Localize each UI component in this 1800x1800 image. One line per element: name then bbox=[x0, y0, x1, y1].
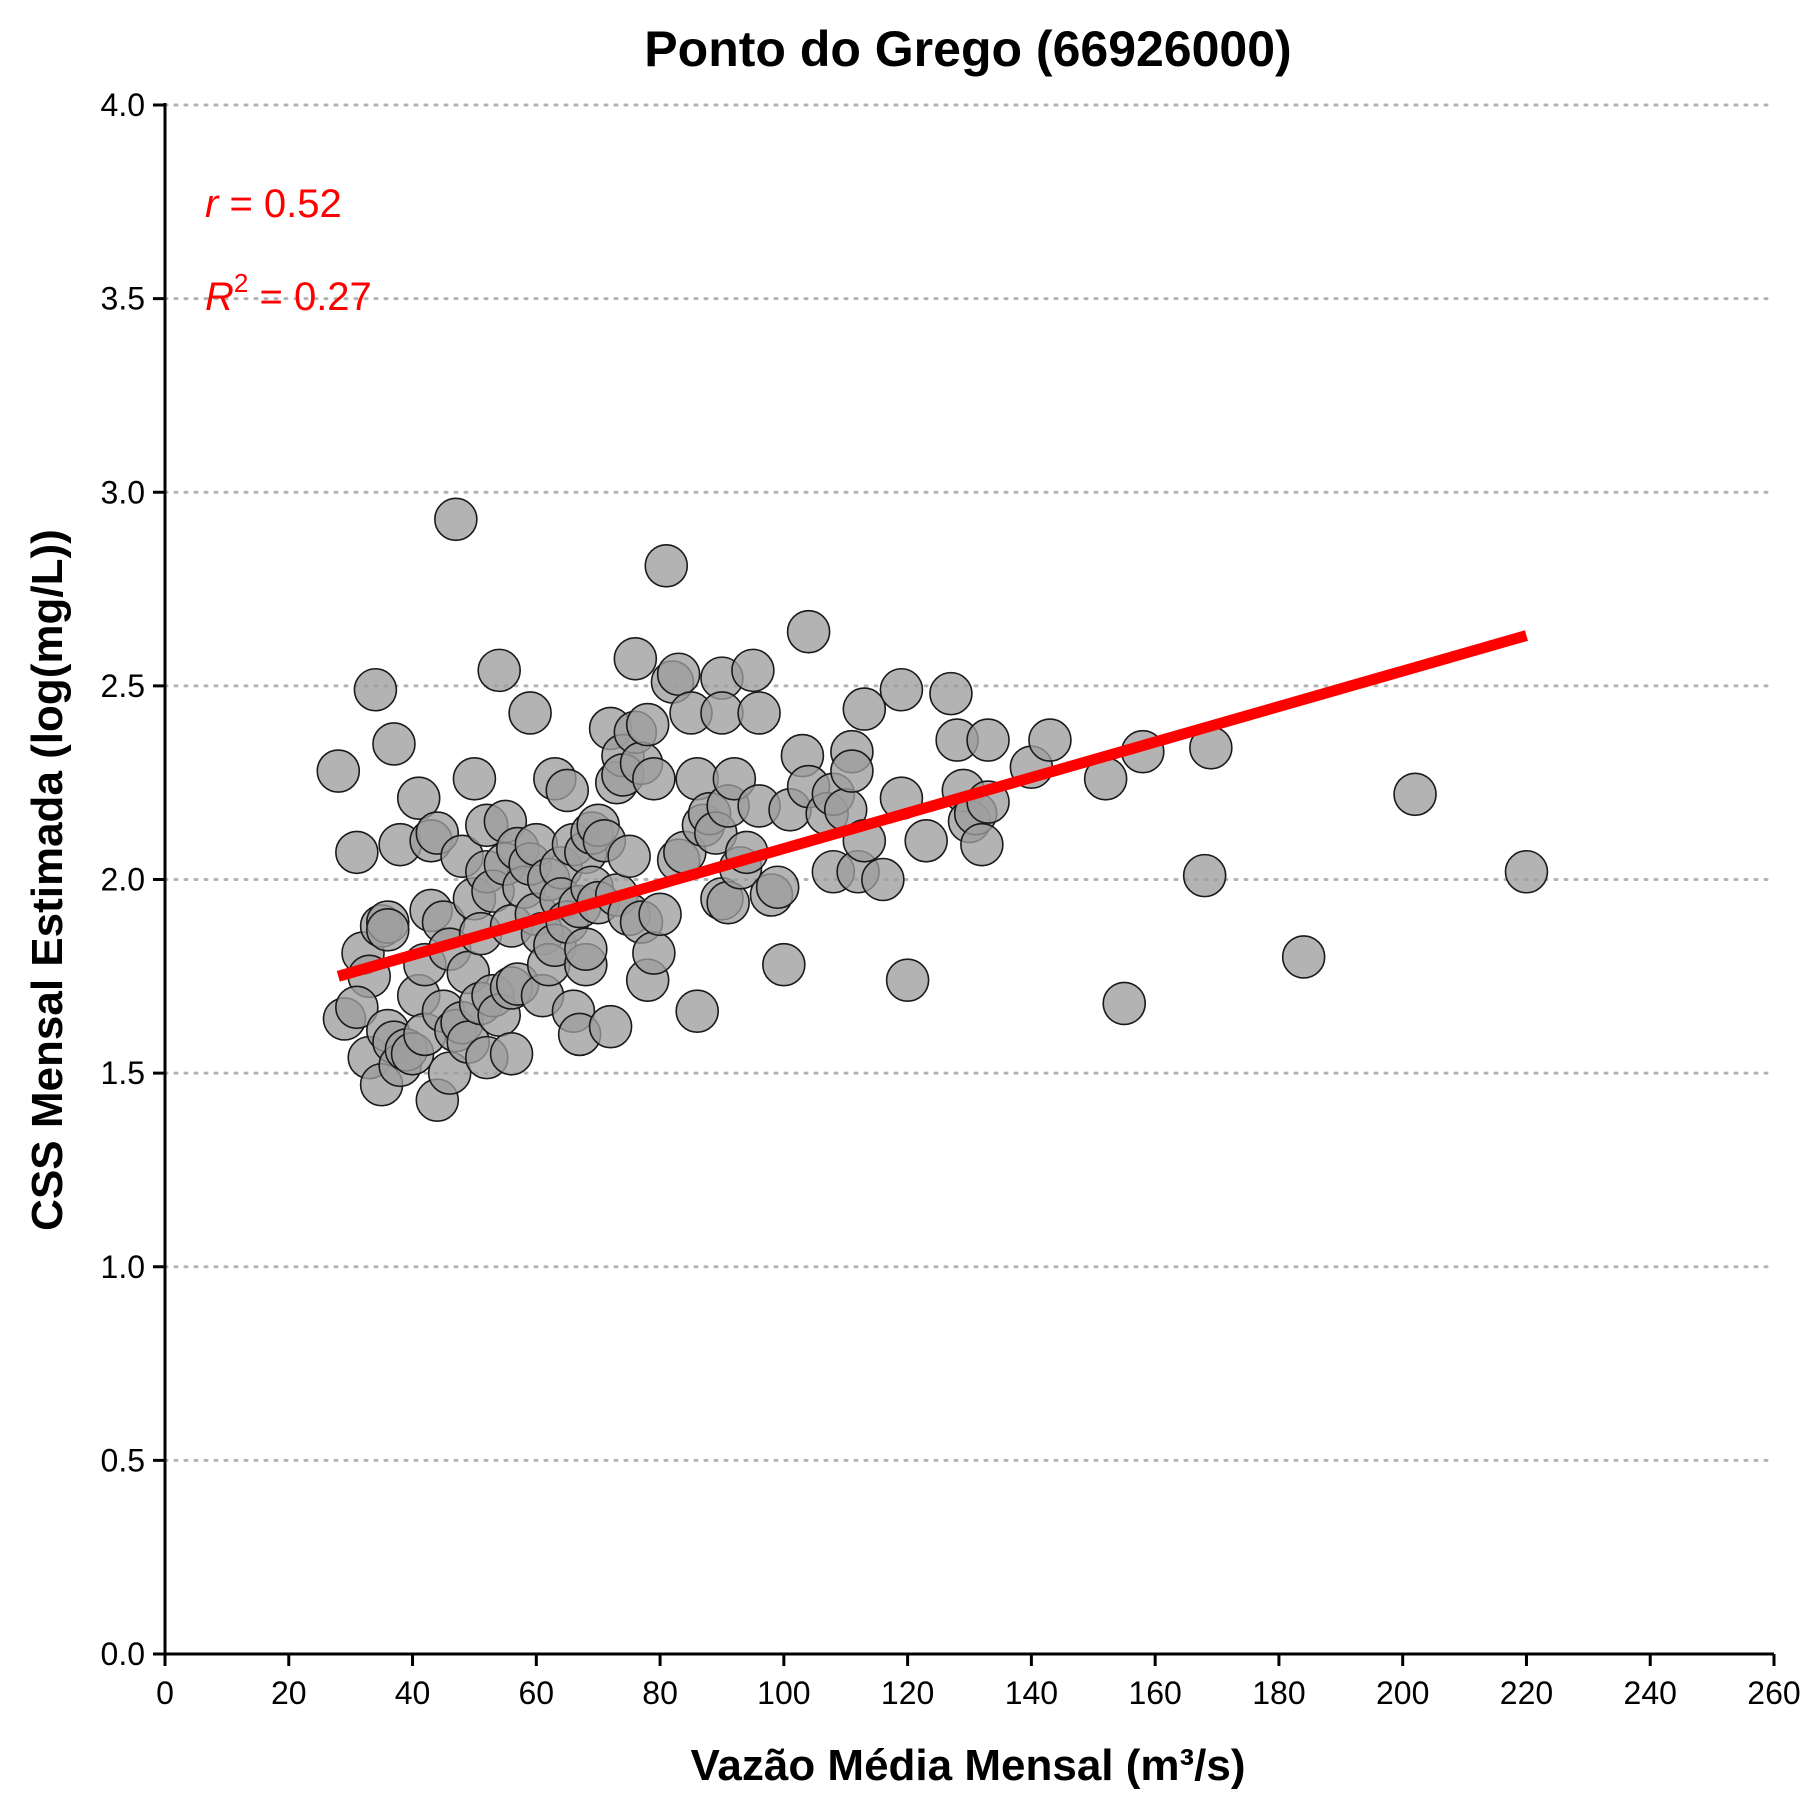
data-point-135 bbox=[842, 687, 887, 731]
grid-lines bbox=[163, 103, 1776, 1462]
data-point-111 bbox=[700, 691, 744, 735]
data-point-157 bbox=[1281, 935, 1326, 979]
data-point-1 bbox=[335, 830, 379, 875]
data-point-122 bbox=[755, 865, 800, 910]
x-tick-label-6: 120 bbox=[881, 1675, 934, 1711]
data-point-119 bbox=[737, 691, 781, 735]
y-tick-label-0: 0.0 bbox=[101, 1636, 145, 1672]
y-tick-label-1: 0.5 bbox=[101, 1442, 145, 1478]
data-point-147 bbox=[960, 822, 1004, 867]
x-axis-title: Vazão Média Mensal (m³/s) bbox=[690, 1741, 1245, 1790]
x-tick-label-5: 100 bbox=[757, 1675, 810, 1711]
trend-line-group bbox=[336, 630, 1528, 982]
y-tick-label-4: 2.0 bbox=[101, 862, 145, 898]
r-symbol: r bbox=[205, 182, 220, 226]
x-tick-label-4: 80 bbox=[642, 1675, 678, 1711]
x-tick-label-9: 180 bbox=[1252, 1675, 1305, 1711]
data-point-96 bbox=[632, 931, 676, 975]
y-axis-title: CSS Mensal Estimada (log(mg/L)) bbox=[23, 529, 72, 1231]
x-tick-label-1: 20 bbox=[271, 1675, 307, 1711]
data-point-56 bbox=[508, 691, 552, 735]
data-point-151 bbox=[1028, 718, 1072, 762]
x-tick-label-3: 60 bbox=[519, 1675, 555, 1711]
r2-superscript: 2 bbox=[234, 268, 248, 298]
data-point-88 bbox=[607, 834, 651, 879]
data-point-83 bbox=[588, 1004, 633, 1049]
data-point-46 bbox=[477, 648, 521, 693]
data-point-153 bbox=[1102, 981, 1147, 1026]
chart-title: Ponto do Grego (66926000) bbox=[644, 21, 1291, 77]
r2-symbol: R bbox=[205, 275, 234, 319]
data-point-140 bbox=[885, 958, 930, 1002]
data-point-159 bbox=[1504, 849, 1549, 894]
data-point-126 bbox=[786, 609, 831, 654]
x-tick-label-7: 140 bbox=[1005, 1675, 1058, 1711]
data-point-19 bbox=[396, 776, 441, 820]
y-axis-ticks: 0.0 0.5 1.0 1.5 2.0 2.5 3.0 3.5 4.0 bbox=[101, 87, 165, 1672]
r-value: = 0.52 bbox=[218, 182, 341, 226]
data-point-118 bbox=[731, 648, 775, 693]
x-tick-label-0: 0 bbox=[156, 1675, 174, 1711]
y-tick-label-6: 3.0 bbox=[101, 474, 145, 510]
data-point-6 bbox=[353, 667, 398, 712]
data-point-10 bbox=[365, 908, 410, 952]
data-point-31 bbox=[434, 497, 478, 542]
data-point-138 bbox=[879, 667, 924, 712]
x-tick-label-12: 240 bbox=[1624, 1675, 1677, 1711]
data-point-115 bbox=[712, 757, 757, 801]
data-point-95 bbox=[625, 702, 670, 747]
data-point-142 bbox=[929, 671, 973, 716]
data-point-76 bbox=[564, 927, 608, 972]
y-tick-label-3: 1.5 bbox=[101, 1055, 145, 1091]
data-point-99 bbox=[644, 544, 689, 588]
y-tick-label-2: 1.0 bbox=[101, 1249, 145, 1285]
r2-annotation: R2 = 0.27 bbox=[205, 268, 372, 319]
x-tick-label-13: 260 bbox=[1747, 1675, 1800, 1711]
r-annotation: r = 0.52 bbox=[205, 182, 342, 226]
x-tick-label-10: 200 bbox=[1376, 1675, 1429, 1711]
x-tick-label-11: 220 bbox=[1500, 1675, 1553, 1711]
data-point-68 bbox=[545, 768, 590, 813]
data-point-0 bbox=[316, 749, 361, 793]
data-point-137 bbox=[861, 857, 905, 902]
data-point-133 bbox=[830, 749, 874, 793]
data-point-148 bbox=[966, 718, 1010, 762]
x-axis-ticks: 0 20 40 60 80 100 120 140 160 180 200 220 240 260 bbox=[156, 1654, 1800, 1711]
data-point-90 bbox=[613, 636, 658, 681]
data-point-5 bbox=[335, 985, 379, 1030]
trend-line bbox=[336, 630, 1528, 982]
data-points bbox=[316, 497, 1549, 1123]
r2-value: = 0.27 bbox=[248, 275, 371, 319]
data-point-101 bbox=[656, 652, 701, 697]
data-point-158 bbox=[1393, 772, 1437, 817]
data-point-98 bbox=[638, 892, 682, 937]
y-tick-label-5: 2.5 bbox=[101, 668, 145, 704]
y-tick-label-7: 3.5 bbox=[101, 281, 145, 317]
data-point-155 bbox=[1182, 853, 1227, 898]
data-point-97 bbox=[632, 757, 676, 801]
x-tick-label-2: 40 bbox=[395, 1675, 431, 1711]
data-point-141 bbox=[904, 818, 948, 863]
data-point-106 bbox=[675, 989, 720, 1033]
data-point-11 bbox=[372, 722, 416, 766]
x-tick-label-8: 160 bbox=[1128, 1675, 1181, 1711]
data-point-52 bbox=[489, 1031, 534, 1076]
data-point-123 bbox=[762, 942, 806, 987]
y-tick-label-8: 4.0 bbox=[101, 87, 145, 123]
data-point-38 bbox=[452, 757, 497, 801]
